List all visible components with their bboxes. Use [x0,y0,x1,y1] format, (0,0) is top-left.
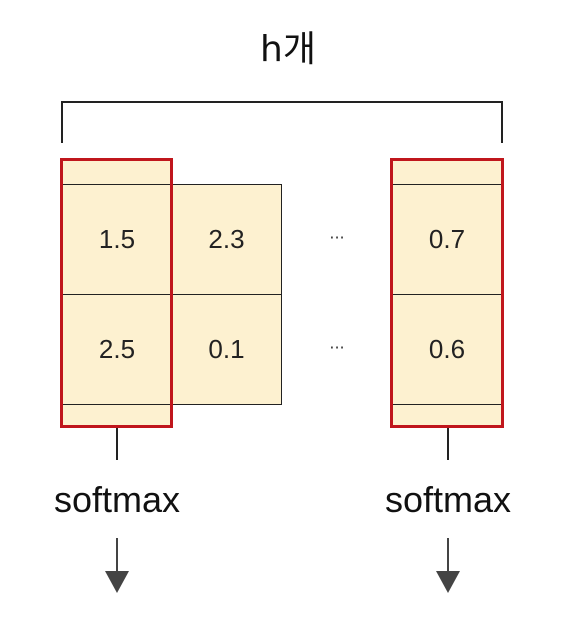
top-bracket [61,101,503,143]
ellipsis-row1: ··· [329,228,345,247]
ellipsis-row2: ··· [329,338,345,357]
highlight-column-last [390,158,504,428]
cell-col2-row2: 0.1 [171,294,282,405]
cell-col1-row2: 2.5 [62,294,172,405]
count-label: h개 [260,29,316,70]
cell-col1-row1: 1.5 [62,184,172,295]
cell-colh-row1: 0.7 [392,184,502,295]
cell-col2-row1: 2.3 [171,184,282,295]
arrow-head-left [105,571,129,593]
arrow-head-right [436,571,460,593]
cell-colh-row2: 0.6 [392,294,502,405]
softmax-label-left: softmax [53,479,181,520]
highlight-column-1 [60,158,173,428]
softmax-label-right: softmax [384,479,512,520]
